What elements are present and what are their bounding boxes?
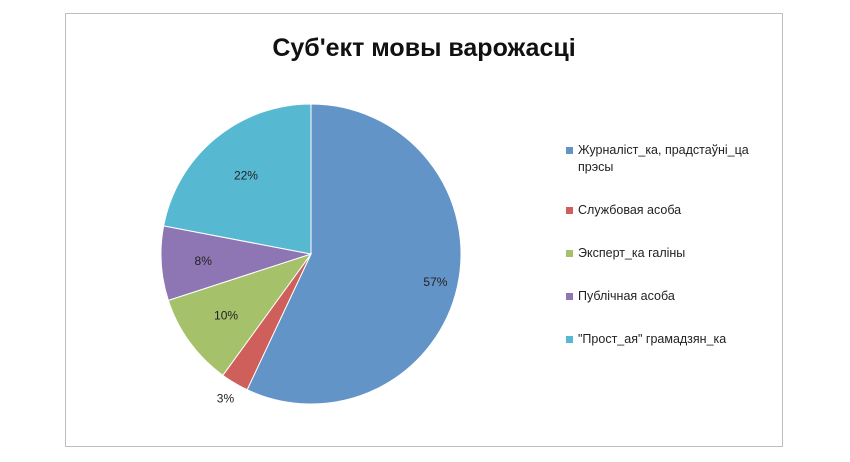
legend-label: Службовая асоба <box>578 203 682 217</box>
legend-label: "Прост_ая" грамадзян_ка <box>578 332 727 346</box>
legend-item-5: "Прост_ая" грамадзян_ка <box>566 331 776 348</box>
data-label-2: 3% <box>217 392 235 406</box>
legend-item-4: Публічная асоба <box>566 288 776 305</box>
legend-swatch <box>566 293 573 300</box>
data-label-5: 22% <box>234 168 258 182</box>
legend-label: Журналіст_ка, прадстаўні_ца прэсы <box>578 143 749 174</box>
legend-swatch <box>566 147 573 154</box>
data-label-4: 8% <box>195 254 213 268</box>
data-label-3: 10% <box>214 309 238 323</box>
legend-label: Эксперт_ка галіны <box>578 246 686 260</box>
legend-swatch <box>566 207 573 214</box>
legend-swatch <box>566 250 573 257</box>
legend-label: Публічная асоба <box>578 289 675 303</box>
pie-chart: 57% 3% 10% 8% 22% <box>160 103 462 406</box>
legend-swatch <box>566 336 573 343</box>
data-label-1: 57% <box>423 275 447 289</box>
pie-slice-1 <box>246 103 462 405</box>
legend-item-2: Службовая асоба <box>566 202 776 219</box>
chart-frame: Суб'ект мовы варожасці 57% 3% 10% 8% 22% Жур… <box>65 13 783 447</box>
legend: Журналіст_ка, прадстаўні_ца прэсы Службов… <box>566 142 776 374</box>
chart-title: Суб'ект мовы варожасці <box>272 34 576 62</box>
pie-slice-5 <box>163 103 312 255</box>
pie-slice-3 <box>167 253 313 377</box>
legend-item-3: Эксперт_ка галіны <box>566 245 776 262</box>
legend-item-1: Журналіст_ка, прадстаўні_ца прэсы <box>566 142 776 176</box>
